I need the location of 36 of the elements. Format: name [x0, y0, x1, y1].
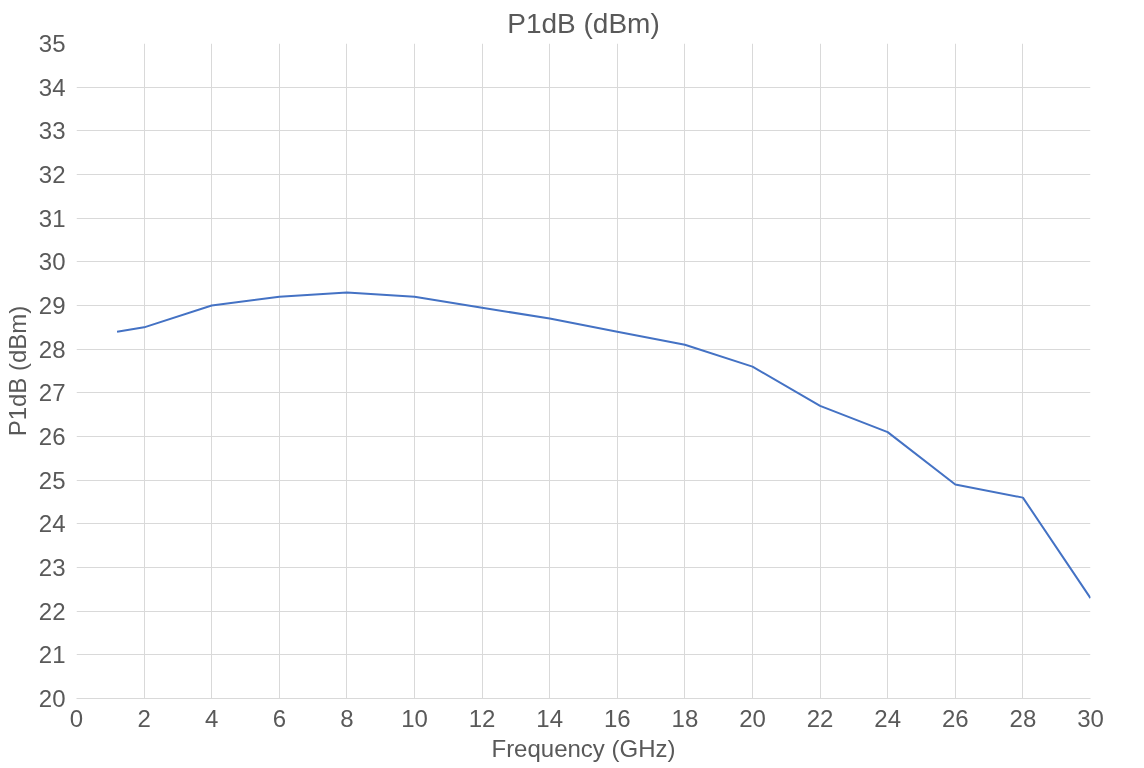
- x-tick-label: 6: [272, 704, 286, 732]
- x-tick-label: 8: [340, 704, 354, 732]
- x-tick-label: 30: [1077, 704, 1104, 732]
- y-tick-label: 30: [38, 248, 66, 276]
- y-tick-label: 20: [38, 685, 66, 712]
- x-tick-label: 18: [671, 704, 699, 732]
- x-tick-label: 4: [205, 704, 219, 732]
- chart-title: P1dB (dBm): [507, 7, 660, 39]
- x-tick-label: 10: [401, 704, 428, 732]
- x-tick-label: 16: [603, 704, 631, 732]
- x-tick-label: 28: [1009, 704, 1037, 732]
- y-tick-label: 27: [38, 379, 66, 407]
- x-tick-label: 26: [941, 704, 969, 732]
- y-tick-label: 35: [38, 30, 66, 57]
- y-tick-label: 28: [38, 335, 66, 363]
- y-tick-label: 34: [38, 73, 66, 101]
- y-tick-label: 32: [38, 161, 66, 188]
- y-tick-label: 29: [38, 292, 66, 319]
- x-tick-label: 22: [806, 704, 834, 732]
- x-tick-label: 14: [536, 704, 564, 732]
- y-tick-label: 31: [38, 204, 66, 232]
- y-axis-title: P1dB (dBm): [3, 305, 31, 437]
- x-tick-label: 24: [874, 704, 902, 732]
- x-tick-label: 20: [739, 704, 766, 732]
- x-axis-title: Frequency (GHz): [491, 734, 676, 762]
- y-tick-label: 22: [38, 597, 66, 625]
- x-tick-label: 12: [468, 704, 496, 732]
- y-tick-label: 25: [38, 466, 66, 494]
- y-tick-label: 26: [38, 423, 66, 450]
- x-tick-label: 0: [69, 704, 84, 732]
- y-tick-label: 33: [38, 117, 66, 145]
- x-tick-label: 2: [137, 704, 151, 732]
- y-tick-label: 21: [38, 641, 66, 669]
- y-tick-label: 24: [38, 510, 66, 538]
- line-series: [116, 291, 1091, 600]
- y-tick-label: 23: [38, 554, 66, 581]
